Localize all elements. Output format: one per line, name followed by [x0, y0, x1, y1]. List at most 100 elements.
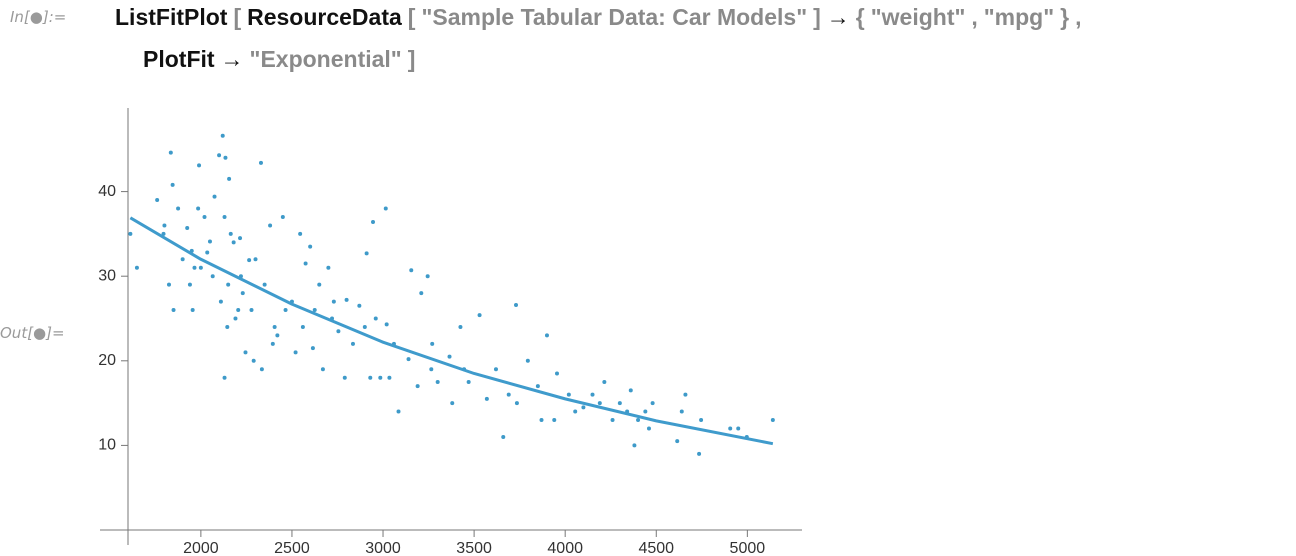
x-tick-label: 5000: [730, 540, 766, 556]
data-point: [268, 223, 273, 228]
data-point: [697, 451, 702, 456]
data-point: [303, 261, 308, 266]
data-point: [458, 324, 463, 329]
data-point: [636, 418, 641, 423]
data-point: [247, 258, 252, 263]
data-point: [134, 265, 139, 270]
data-point: [679, 409, 684, 414]
data-point: [415, 384, 420, 389]
data-point: [180, 257, 185, 262]
code-token: ListFitPlot: [115, 4, 228, 30]
code-token: "weight": [870, 4, 966, 30]
code-token: "Sample Tabular Data: Car Models": [421, 4, 808, 30]
data-point: [450, 401, 455, 406]
data-point: [300, 324, 305, 329]
data-point: [205, 250, 210, 255]
data-point: [362, 324, 367, 329]
code-token: PlotFit: [143, 46, 215, 72]
data-point: [675, 439, 680, 444]
code-token: [: [407, 4, 416, 30]
data-point: [590, 392, 595, 397]
fit-curve: [129, 216, 774, 446]
data-point: [238, 236, 243, 241]
data-point: [419, 291, 424, 296]
data-point: [326, 265, 331, 270]
data-point: [225, 324, 230, 329]
data-point: [378, 375, 383, 380]
data-point: [566, 392, 571, 397]
x-tick-label: 3500: [456, 540, 492, 556]
data-point: [198, 265, 203, 270]
data-point: [227, 176, 232, 181]
data-point: [192, 265, 197, 270]
x-tick-label: 2500: [274, 540, 310, 556]
code-token: }: [1060, 4, 1070, 30]
data-point: [429, 367, 434, 372]
data-point: [155, 198, 160, 203]
data-point: [253, 257, 258, 262]
data-point: [171, 308, 176, 313]
code-token: ResourceData: [247, 4, 402, 30]
data-point: [683, 392, 688, 397]
data-point: [699, 418, 704, 423]
data-point: [212, 194, 217, 199]
data-point: [383, 206, 388, 211]
x-tick-label: 4500: [638, 540, 674, 556]
data-point: [364, 251, 369, 256]
data-point: [384, 322, 389, 327]
data-point: [373, 316, 378, 321]
data-point: [233, 316, 238, 321]
data-point: [293, 350, 298, 355]
output-prompt: Out[●]=: [0, 324, 65, 342]
data-point: [728, 426, 733, 431]
data-point: [258, 160, 263, 165]
data-point: [597, 401, 602, 406]
data-point: [187, 282, 192, 287]
data-point: [501, 434, 506, 439]
data-point: [573, 409, 578, 414]
data-point: [283, 308, 288, 313]
input-line: ListFitPlot[ResourceData["Sample Tabular…: [115, 4, 1087, 31]
x-tick-label: 3000: [365, 540, 401, 556]
data-point: [544, 333, 549, 338]
data-point: [387, 375, 392, 380]
data-point: [493, 367, 498, 372]
data-point: [210, 274, 215, 279]
code-token: "mpg": [983, 4, 1055, 30]
input-prompt: In[●]:=: [10, 8, 67, 26]
data-point: [222, 214, 227, 219]
data-point: [223, 155, 228, 160]
data-point: [554, 371, 559, 376]
data-point: [368, 375, 373, 380]
data-point: [231, 240, 236, 245]
code-token: ,: [1075, 4, 1082, 30]
data-point: [646, 426, 651, 431]
data-point: [535, 384, 540, 389]
data-point: [525, 358, 530, 363]
data-point: [202, 214, 207, 219]
data-point: [222, 375, 227, 380]
input-line: PlotFit → "Exponential"]: [143, 46, 421, 73]
data-point: [610, 418, 615, 423]
data-point: [310, 346, 315, 351]
data-point: [320, 367, 325, 372]
data-point: [371, 220, 376, 225]
data-point: [275, 333, 280, 338]
data-point: [176, 206, 181, 211]
data-point: [581, 405, 586, 410]
data-point: [251, 358, 256, 363]
data-point: [396, 409, 401, 414]
data-point: [350, 341, 355, 346]
data-point: [336, 329, 341, 334]
data-point: [357, 303, 362, 308]
data-point: [435, 379, 440, 384]
data-point: [447, 354, 452, 359]
code-token: →: [220, 46, 244, 72]
data-point: [259, 367, 264, 372]
y-tick-label: 40: [98, 183, 116, 200]
code-token: ]: [407, 46, 416, 72]
data-point: [409, 268, 414, 273]
data-point: [484, 396, 489, 401]
